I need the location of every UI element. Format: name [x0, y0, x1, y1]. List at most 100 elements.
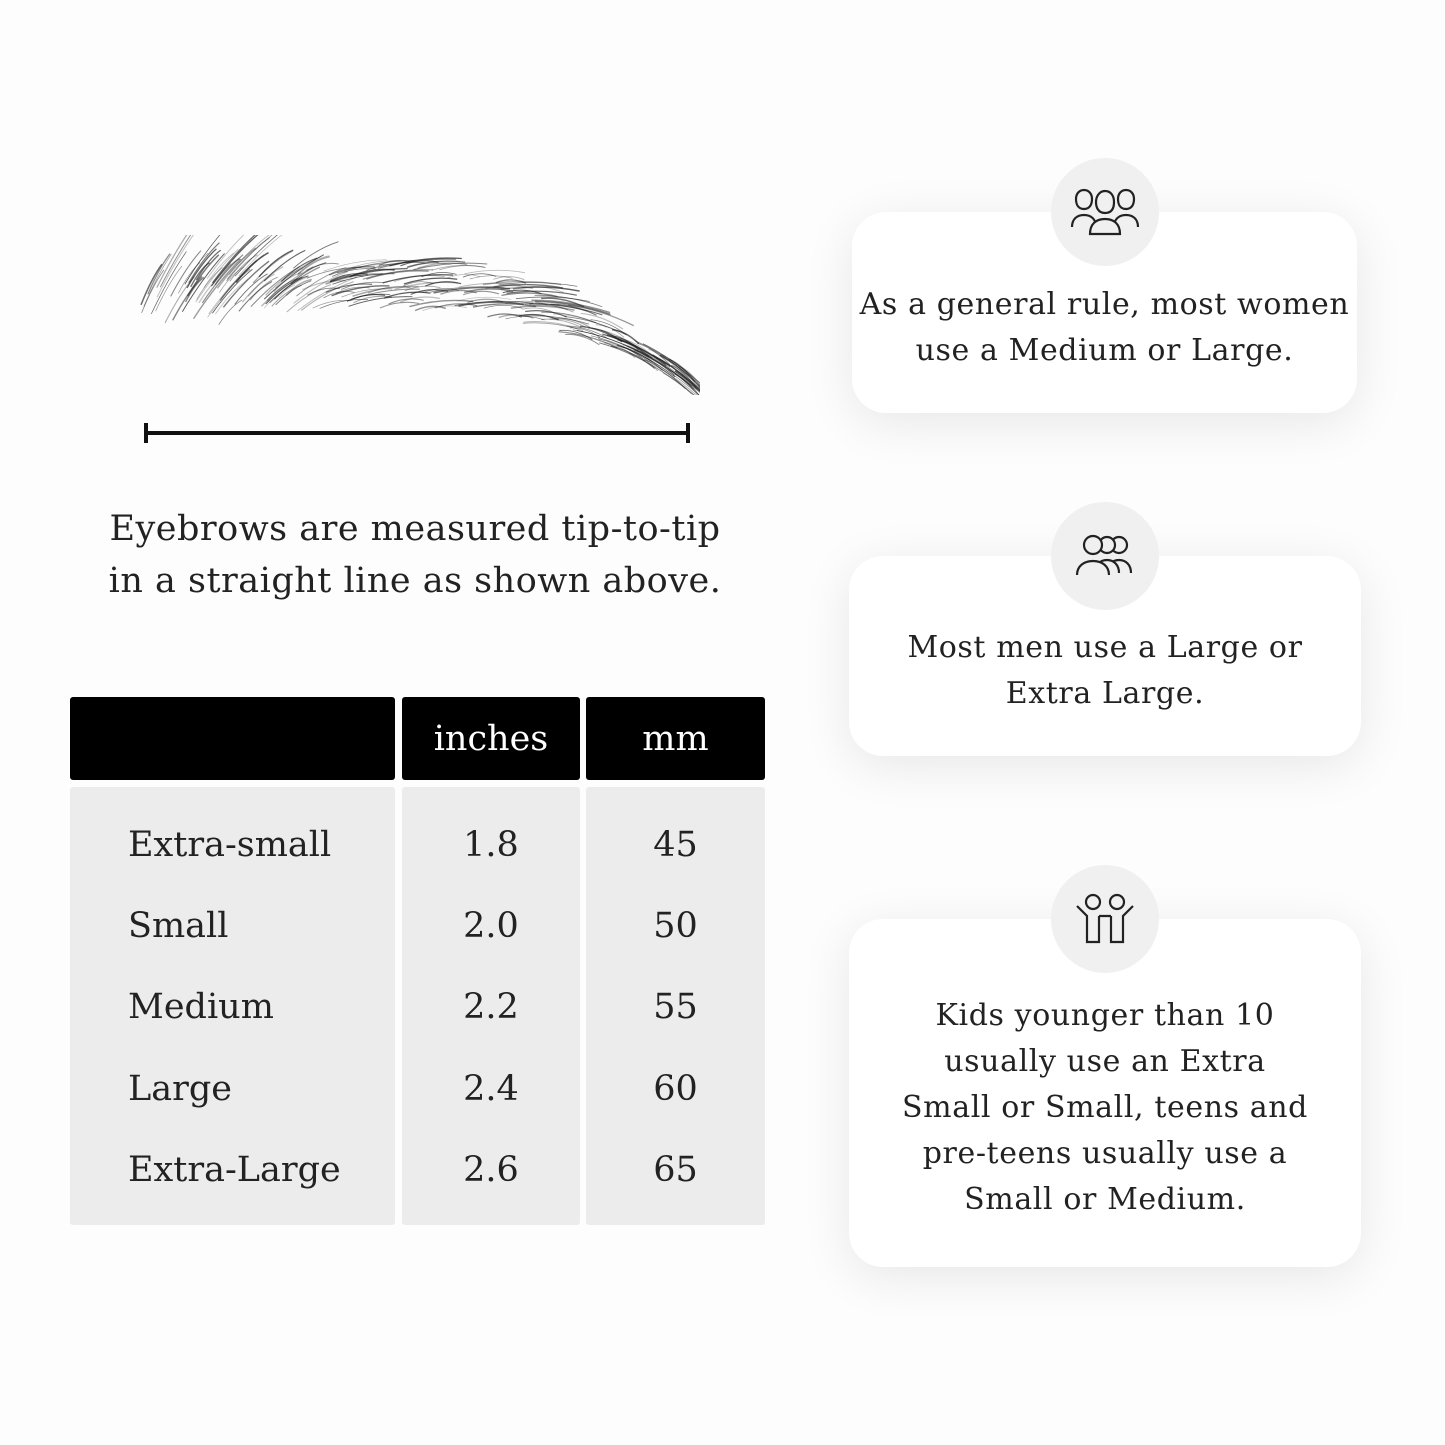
eyebrow-hair: [188, 242, 220, 284]
eyebrow-hair: [238, 281, 273, 312]
eyebrow-hair: [222, 260, 270, 308]
cell-inches: 2.6: [463, 1150, 519, 1190]
eyebrow-hair: [196, 267, 223, 300]
eyebrow-hair: [186, 248, 217, 289]
eyebrow-hair: [674, 373, 700, 395]
eyebrow-hair: [278, 276, 310, 298]
mm-column: [586, 787, 765, 1225]
card-text-line: Extra Large.: [1005, 676, 1205, 711]
eyebrow-hair: [414, 305, 447, 312]
eyebrow-hair: [661, 354, 700, 387]
eyebrow-hair: [238, 235, 283, 277]
eyebrow-hair: [417, 262, 468, 269]
eyebrow-hair: [639, 350, 700, 392]
eyebrow-hair: [229, 254, 258, 282]
eyebrow-hair: [366, 261, 425, 271]
eyebrow-hair: [280, 257, 318, 282]
eyebrow-hair: [535, 300, 611, 316]
eyebrow-hair: [515, 296, 590, 302]
eyebrow-hair: [495, 279, 527, 284]
eyebrow-hair: [540, 318, 582, 329]
eyebrow-hair: [590, 319, 627, 335]
eyebrow-hair: [349, 268, 395, 278]
cell-inches: 2.0: [463, 906, 519, 946]
eyebrow-hair: [506, 290, 577, 296]
eyebrow-hair: [275, 280, 312, 306]
eyebrow-hair: [212, 268, 253, 314]
eyebrow-hair: [382, 274, 454, 284]
eyebrow-hair: [604, 341, 636, 359]
eyebrow-hair: [611, 335, 640, 351]
eyebrow-hair: [300, 281, 354, 311]
eyebrow-hair: [400, 260, 439, 267]
eyebrow-hair: [159, 235, 192, 288]
eyebrow-hair: [330, 272, 368, 282]
card-text-line: As a general rule, most women: [859, 286, 1350, 322]
eyebrow-hair: [498, 282, 578, 287]
eyebrow-hair: [201, 254, 244, 304]
eyebrow-hair: [271, 284, 302, 307]
eyebrow-hair: [302, 279, 347, 291]
inches-column: [402, 787, 580, 1225]
eyebrow-hair: [464, 288, 514, 294]
eyebrow-hair: [367, 286, 411, 294]
eyebrow-hair: [184, 235, 221, 285]
eyebrow-hair: [352, 285, 419, 297]
eyebrow-hair: [170, 250, 202, 297]
eyebrow-hair: [164, 276, 195, 324]
header-inches: inches: [402, 697, 580, 780]
eyebrow-hair: [178, 262, 201, 294]
eyebrow-hair: [325, 283, 373, 293]
kids-icon: [1051, 865, 1159, 973]
eyebrow-hair: [662, 371, 695, 395]
eyebrow-hair: [274, 275, 309, 300]
eyebrow-hair: [675, 370, 700, 392]
eyebrow-hair: [379, 301, 420, 309]
size-column: [70, 787, 395, 1225]
eyebrow-hair: [505, 316, 545, 321]
eyebrow-hair: [588, 327, 623, 342]
eyebrow-hair: [529, 303, 603, 316]
measurement-line: [144, 423, 690, 443]
eyebrow-hair: [402, 281, 434, 287]
eyebrow-hair: [336, 259, 416, 274]
eyebrow-hair: [501, 292, 558, 298]
eyebrow-hair: [341, 288, 393, 298]
eyebrow-hair: [447, 274, 481, 279]
eyebrow-hair: [263, 249, 306, 282]
cell-size: Extra-Large: [128, 1150, 341, 1190]
eyebrow-hair: [241, 273, 275, 303]
eyebrow-hair: [195, 248, 239, 303]
eyebrow-hair: [247, 266, 284, 297]
card-text-line: pre-teens usually use a: [922, 1136, 1288, 1171]
eyebrow-hair: [523, 320, 578, 330]
eyebrow-hair: [297, 256, 330, 276]
eyebrow-hair: [234, 235, 278, 277]
eyebrow-hair: [388, 298, 424, 305]
eyebrow-hair: [143, 253, 172, 307]
eyebrow-hair: [329, 267, 408, 283]
eyebrow-hair: [219, 266, 245, 293]
eyebrow-hair: [285, 278, 313, 296]
eyebrow-hair: [433, 286, 511, 294]
eyebrow-hair: [156, 235, 188, 288]
eyebrow-hair: [559, 329, 593, 340]
eyebrow-hair: [181, 253, 225, 312]
eyebrow-hair: [633, 349, 700, 394]
eyebrow-hair: [265, 276, 303, 305]
eyebrow-hair: [534, 294, 603, 308]
eyebrow-hair: [525, 310, 567, 318]
cell-size: Large: [128, 1069, 232, 1109]
eyebrow-hair: [462, 273, 497, 278]
eyebrow-hair: [493, 283, 564, 289]
header-size: [70, 697, 395, 780]
eyebrow-hair: [331, 285, 390, 297]
eyebrow-hair: [469, 275, 513, 280]
eyebrow-hair: [296, 267, 347, 297]
eyebrow-hair: [431, 264, 485, 271]
eyebrow-hair: [378, 259, 411, 267]
eyebrow-hair: [406, 262, 451, 269]
eyebrow-hair: [651, 354, 700, 392]
eyebrow-hair: [214, 257, 240, 286]
eyebrow-hair: [156, 235, 195, 298]
